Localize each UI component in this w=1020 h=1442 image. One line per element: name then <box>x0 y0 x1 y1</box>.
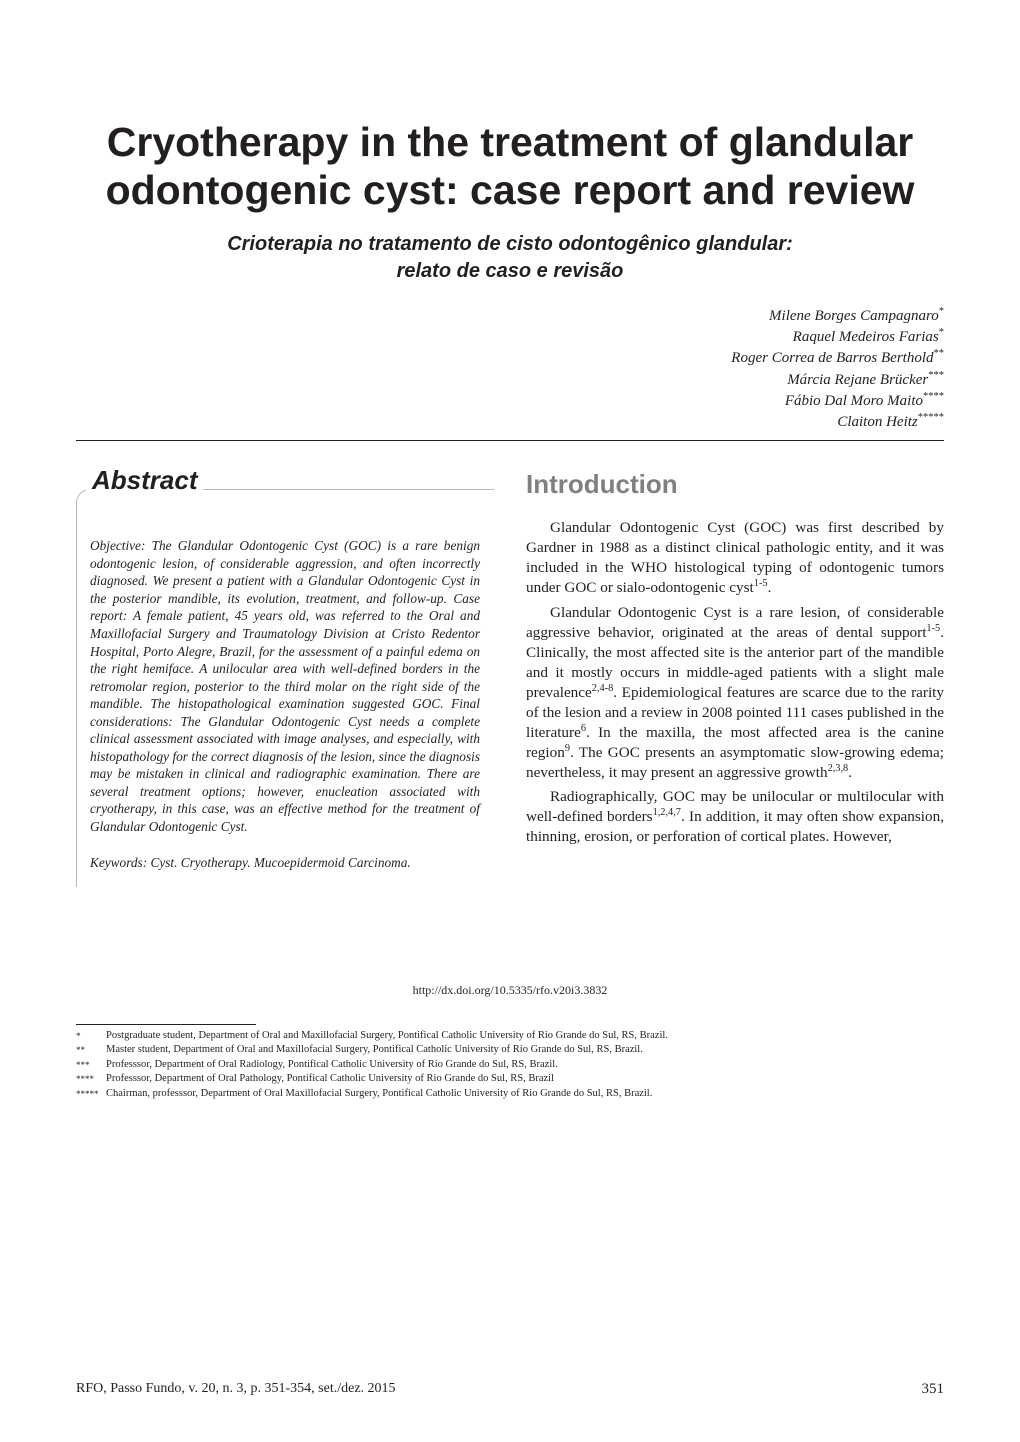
subtitle-line-1: Crioterapia no tratamento de cisto odont… <box>227 233 793 255</box>
abstract-keywords: Keywords: Cyst. Cryotherapy. Mucoepiderm… <box>90 854 480 872</box>
subtitle-line-2: relato de caso e revisão <box>397 260 624 282</box>
affiliation-mark: **** <box>76 1072 106 1086</box>
article-subtitle: Crioterapia no tratamento de cisto odont… <box>76 231 944 285</box>
affiliation-mark: *** <box>76 1058 106 1072</box>
affiliation-mark: * <box>76 1029 106 1043</box>
affiliation-text: Chairman, professsor, Department of Oral… <box>106 1087 944 1101</box>
intro-paragraph-1: Glandular Odontogenic Cyst (GOC) was fir… <box>526 518 944 598</box>
author-line: Milene Borges Campagnaro* <box>76 305 944 326</box>
introduction-heading: Introduction <box>526 469 944 500</box>
abstract-heading-wrap: Abstract <box>76 465 494 503</box>
affiliation-text: Professsor, Department of Oral Pathology… <box>106 1072 944 1086</box>
affiliation-list: * Postgraduate student, Department of Or… <box>76 1029 944 1101</box>
intro-paragraph-3: Radiographically, GOC may be unilocular … <box>526 787 944 847</box>
header-rule <box>76 440 944 441</box>
doi-link: http://dx.doi.org/10.5335/rfo.v20i3.3832 <box>76 983 944 998</box>
page-footer: RFO, Passo Fundo, v. 20, n. 3, p. 351-35… <box>76 1381 944 1398</box>
affiliation-rule <box>76 1024 256 1025</box>
author-line: Fábio Dal Moro Maito**** <box>76 390 944 411</box>
intro-paragraph-2: Glandular Odontogenic Cyst is a rare les… <box>526 603 944 784</box>
affiliation-text: Master student, Department of Oral and M… <box>106 1043 944 1057</box>
abstract-body: Objective: The Glandular Odontogenic Cys… <box>76 509 494 887</box>
affiliation-mark: ** <box>76 1043 106 1057</box>
left-column: Abstract Objective: The Glandular Odonto… <box>76 465 494 887</box>
affiliation-row: *** Professsor, Department of Oral Radio… <box>76 1058 944 1072</box>
abstract-container: Abstract Objective: The Glandular Odonto… <box>76 465 494 887</box>
footer-citation: RFO, Passo Fundo, v. 20, n. 3, p. 351-35… <box>76 1381 396 1398</box>
author-line: Roger Correa de Barros Berthold** <box>76 347 944 368</box>
abstract-text: Objective: The Glandular Odontogenic Cys… <box>90 538 480 834</box>
affiliation-row: * Postgraduate student, Department of Or… <box>76 1029 944 1043</box>
affiliation-row: ** Master student, Department of Oral an… <box>76 1043 944 1057</box>
author-line: Márcia Rejane Brücker*** <box>76 369 944 390</box>
affiliation-row: **** Professsor, Department of Oral Path… <box>76 1072 944 1086</box>
page: Cryotherapy in the treatment of glandula… <box>0 0 1020 1442</box>
affiliation-row: ***** Chairman, professsor, Department o… <box>76 1087 944 1101</box>
article-title: Cryotherapy in the treatment of glandula… <box>76 118 944 215</box>
two-column-layout: Abstract Objective: The Glandular Odonto… <box>76 465 944 887</box>
right-column: Introduction Glandular Odontogenic Cyst … <box>526 465 944 887</box>
affiliation-text: Professsor, Department of Oral Radiology… <box>106 1058 944 1072</box>
footer-page-number: 351 <box>922 1381 945 1398</box>
author-line: Raquel Medeiros Farias* <box>76 326 944 347</box>
affiliation-mark: ***** <box>76 1087 106 1101</box>
author-list: Milene Borges Campagnaro*Raquel Medeiros… <box>76 305 944 433</box>
affiliation-text: Postgraduate student, Department of Oral… <box>106 1029 944 1043</box>
author-line: Claiton Heitz***** <box>76 411 944 432</box>
abstract-heading: Abstract <box>86 465 203 496</box>
